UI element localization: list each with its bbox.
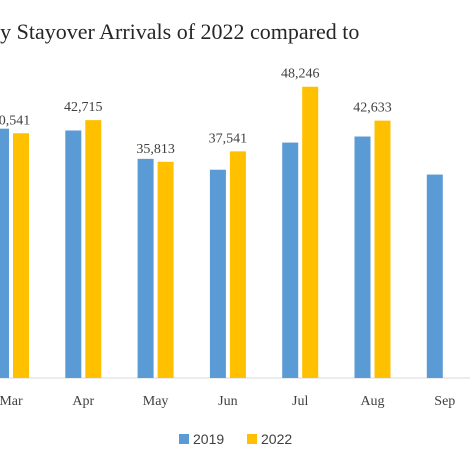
bar-2022-apr: [85, 120, 102, 378]
data-label-2022-jul: 48,246: [281, 67, 320, 82]
bar-2022-jul: [302, 86, 319, 378]
bar-2019-aug: [354, 136, 371, 378]
legend-swatch-2019: [179, 434, 189, 444]
bars-group: [0, 86, 443, 379]
x-tick-label-sep: Sep: [434, 394, 455, 409]
data-labels-group: 40,541 42,715 35,813 37,541 48,246 42,633: [0, 67, 392, 157]
data-label-2022-jun: 37,541: [209, 131, 248, 146]
x-tick-labels: Mar Apr May Jun Jul Aug Sep: [0, 394, 455, 409]
bar-2022-may: [157, 161, 174, 378]
data-label-2022-mar: 40,541: [0, 113, 30, 128]
bar-2019-sep: [426, 174, 443, 378]
x-tick-label-jun: Jun: [218, 394, 237, 409]
x-tick-label-mar: Mar: [0, 394, 23, 409]
legend-label-2022: 2022: [261, 431, 292, 447]
x-tick-label-jul: Jul: [292, 394, 308, 409]
legend: 2019 2022: [179, 431, 292, 447]
data-label-2022-apr: 42,715: [64, 100, 103, 115]
x-tick-label-may: May: [143, 394, 169, 409]
bar-2019-may: [137, 158, 154, 378]
bar-2019-jul: [282, 142, 299, 378]
bar-2022-jun: [229, 151, 246, 378]
chart-title: ly Stayover Arrivals of 2022 compared to: [0, 19, 359, 44]
data-label-2022-aug: 42,633: [353, 101, 392, 116]
bar-2019-apr: [65, 130, 82, 378]
x-tick-label-aug: Aug: [360, 394, 384, 409]
bar-2022-aug: [374, 120, 391, 379]
x-tick-label-apr: Apr: [72, 394, 94, 409]
legend-swatch-2022: [247, 434, 257, 444]
data-label-2022-may: 35,813: [136, 142, 175, 157]
bar-2022-mar: [13, 133, 29, 378]
bar-2019-mar: [0, 128, 9, 378]
legend-label-2019: 2019: [193, 431, 224, 447]
bar-2019-jun: [209, 169, 226, 378]
